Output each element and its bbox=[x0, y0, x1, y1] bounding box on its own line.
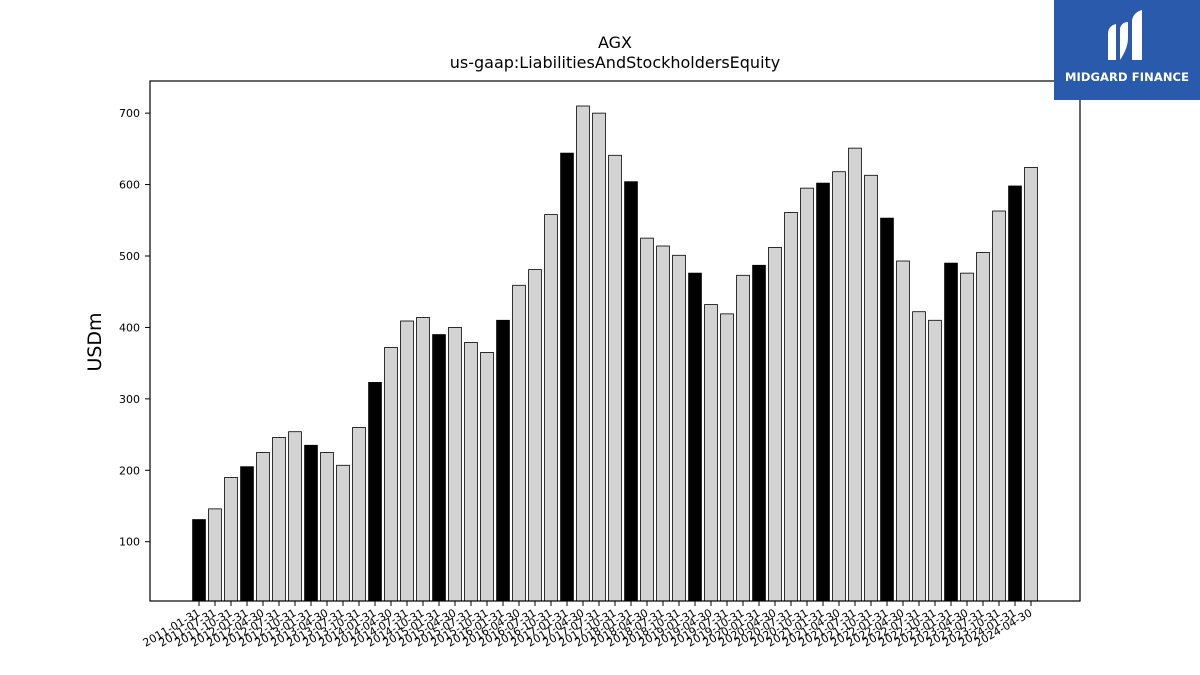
x-axis: 2011-01-312011-07-312011-10-312012-01-31… bbox=[141, 601, 1035, 650]
bar bbox=[928, 319, 942, 602]
bar bbox=[224, 477, 238, 602]
bar bbox=[816, 182, 830, 602]
bar bbox=[672, 254, 686, 602]
bar bbox=[304, 444, 318, 602]
y-axis: 100 200 300 400 500 600 700 bbox=[119, 107, 150, 549]
bar bbox=[912, 311, 926, 602]
bar bbox=[720, 313, 734, 602]
bar bbox=[624, 181, 638, 602]
bar bbox=[528, 269, 542, 602]
bars bbox=[192, 105, 1038, 602]
bar bbox=[368, 382, 382, 602]
bar bbox=[464, 342, 478, 602]
bar bbox=[656, 245, 670, 602]
bar bbox=[1024, 167, 1038, 602]
bar bbox=[768, 247, 782, 602]
bar bbox=[608, 154, 622, 602]
bar bbox=[688, 272, 702, 602]
bar bbox=[784, 212, 798, 602]
brand-logo: MIDGARD FINANCE bbox=[1054, 0, 1200, 100]
chart-title: AGX bbox=[598, 33, 632, 52]
y-axis-label: USDm bbox=[84, 312, 106, 371]
y-tick-label: 400 bbox=[119, 321, 140, 334]
bar bbox=[864, 174, 878, 602]
bar bbox=[416, 317, 430, 602]
bar bbox=[480, 352, 494, 602]
bar bbox=[512, 284, 526, 602]
bar bbox=[432, 334, 446, 602]
y-tick-label: 600 bbox=[119, 179, 140, 192]
bar bbox=[560, 152, 574, 602]
bar bbox=[576, 105, 590, 602]
bar bbox=[320, 452, 334, 602]
bar bbox=[640, 237, 654, 602]
bar bbox=[592, 112, 606, 602]
bar bbox=[208, 508, 222, 602]
bar bbox=[272, 437, 286, 602]
chart-subtitle: us-gaap:LiabilitiesAndStockholdersEquity bbox=[450, 53, 781, 72]
bar bbox=[992, 210, 1006, 602]
bar bbox=[752, 264, 766, 602]
bar bbox=[400, 320, 414, 602]
bar bbox=[800, 187, 814, 602]
bar bbox=[352, 427, 366, 602]
bar bbox=[448, 327, 462, 602]
y-tick-label: 300 bbox=[119, 393, 140, 406]
bar bbox=[832, 171, 846, 602]
bar bbox=[544, 214, 558, 602]
y-tick-label: 100 bbox=[119, 536, 140, 549]
bar bbox=[736, 274, 750, 602]
bar bbox=[384, 347, 398, 602]
bar bbox=[880, 217, 894, 602]
bar bbox=[192, 519, 206, 602]
logo-mark-icon bbox=[1108, 10, 1142, 60]
bar bbox=[496, 319, 510, 602]
logo-text: MIDGARD FINANCE bbox=[1064, 70, 1190, 84]
bar bbox=[896, 260, 910, 602]
bar bbox=[240, 466, 254, 602]
bar bbox=[336, 464, 350, 602]
y-tick-label: 700 bbox=[119, 107, 140, 120]
plot-frame bbox=[149, 80, 1081, 602]
bar bbox=[976, 252, 990, 602]
bar bbox=[256, 452, 270, 602]
y-tick-label: 200 bbox=[119, 464, 140, 477]
y-tick-label: 500 bbox=[119, 250, 140, 263]
bar bbox=[944, 262, 958, 602]
bar bbox=[704, 304, 718, 602]
bar bbox=[848, 147, 862, 602]
bar bbox=[1008, 185, 1022, 602]
bar bbox=[960, 272, 974, 602]
bar bbox=[288, 431, 302, 602]
